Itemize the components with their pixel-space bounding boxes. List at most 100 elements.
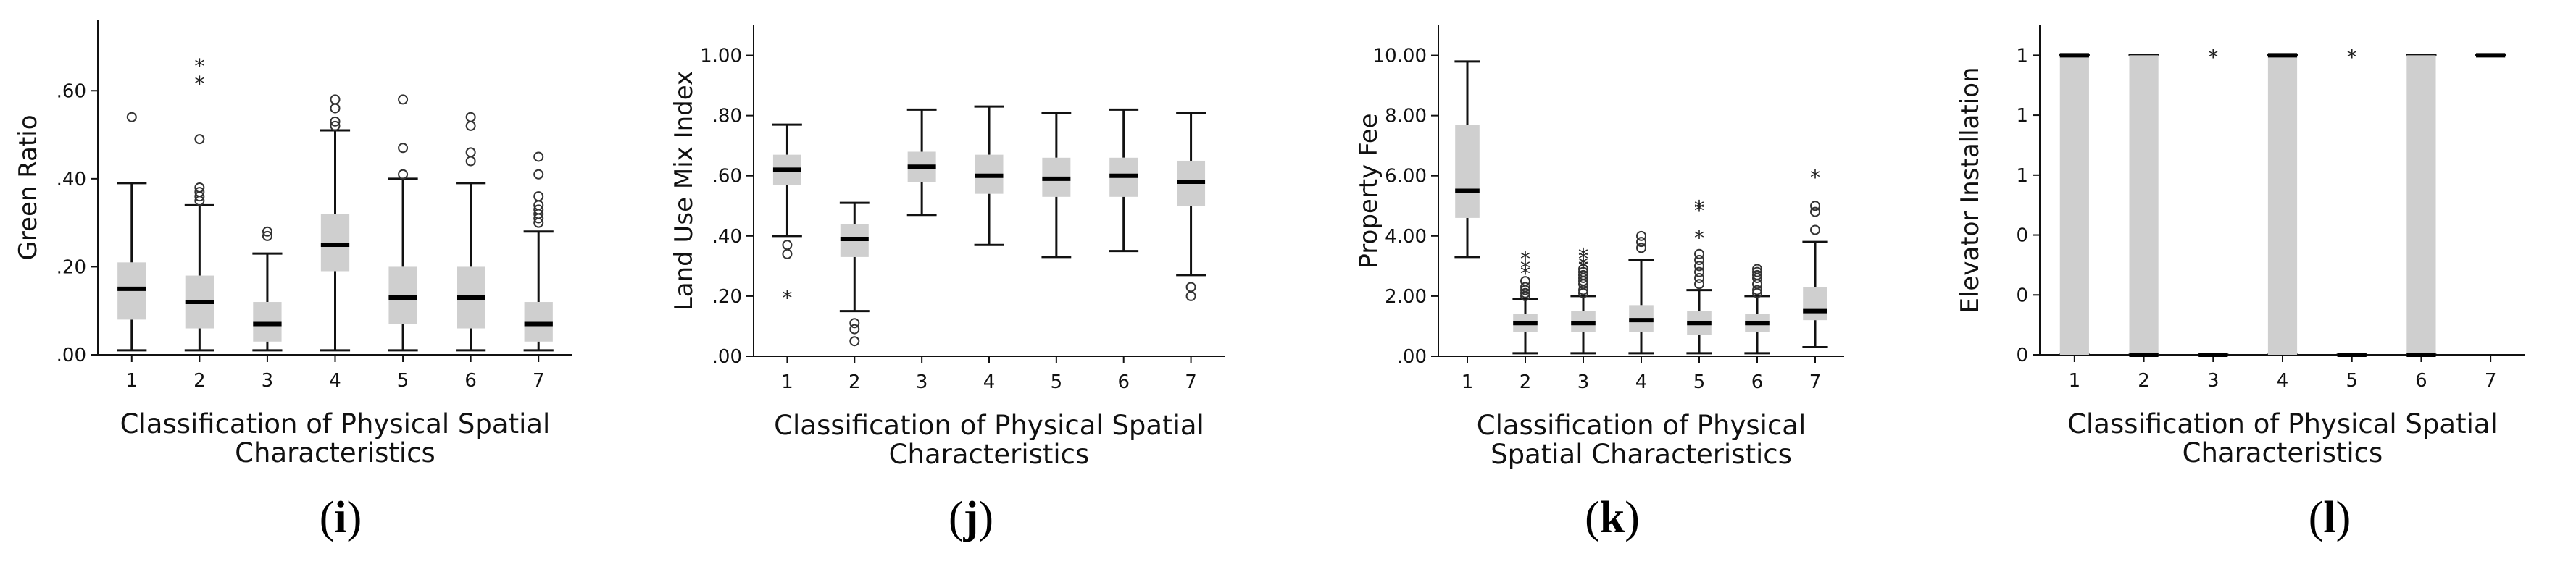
outlier-circle — [1752, 266, 1762, 277]
outlier-star: * — [194, 54, 204, 78]
outlier-circle — [849, 318, 860, 329]
outlier-circle — [262, 226, 272, 237]
outlier-circle — [533, 191, 544, 202]
outlier-circle — [1185, 290, 1196, 301]
y-tick-label: 10.00 — [1373, 46, 1427, 67]
outlier-circle — [465, 147, 476, 158]
outlier-circle — [330, 116, 341, 127]
box-iqr — [2267, 55, 2298, 355]
box-iqr — [2129, 55, 2159, 355]
outlier-circle — [1810, 224, 1820, 235]
outlier-circle — [194, 134, 205, 145]
outlier-circle — [262, 230, 272, 241]
outlier-circle — [1694, 272, 1704, 283]
y-axis-title: Elevator Installation — [1956, 67, 1985, 313]
x-tick-label: 3 — [2207, 370, 2219, 392]
x-tick-label: 5 — [2346, 370, 2358, 392]
box-iqr — [117, 262, 146, 320]
outlier-star: * — [1694, 226, 1704, 250]
panel-label-i-text: i — [334, 493, 347, 542]
outlier-circle — [1185, 282, 1196, 293]
box-iqr — [2059, 55, 2089, 355]
x-tick-label: 3 — [1577, 371, 1590, 393]
x-tick-label: 5 — [1051, 371, 1063, 393]
y-tick-label: 2.00 — [1385, 286, 1427, 308]
box-iqr — [524, 302, 553, 342]
outlier-star: * — [1810, 166, 1820, 190]
outlier-circle — [398, 169, 409, 180]
outlier-circle — [330, 120, 341, 131]
y-tick-label: 1 — [2016, 165, 2028, 187]
outlier-circle — [194, 187, 205, 198]
x-tick-label: 7 — [533, 370, 545, 392]
y-tick-label: .00 — [57, 345, 86, 366]
outlier-circle — [1578, 269, 1588, 280]
outlier-circle — [1694, 255, 1704, 266]
y-tick-label: .00 — [1397, 346, 1427, 368]
x-tick-label: 4 — [329, 370, 341, 392]
y-tick-label: 1 — [2016, 105, 2028, 127]
y-tick-label: 1.00 — [700, 46, 742, 67]
outlier-circle — [465, 120, 476, 131]
box-iqr — [2406, 55, 2436, 355]
chart-panel-k: .00 2.00 4.00 6.00 8.00 10.00 Property Fee 1 2 * *… — [1333, 0, 1977, 580]
chart-i-svg: .00 .20 .40 .60 Green Ratio 1 2 ** 3 4 5 6 7 Classifi… — [14, 20, 572, 468]
x-axis-title-line: Classification of Physical — [1477, 410, 1806, 441]
outlier-circle — [533, 204, 544, 215]
panel-label-j: (j) — [949, 493, 993, 542]
x-tick-label: 4 — [2277, 370, 2289, 392]
x-tick-label: 4 — [983, 371, 996, 393]
outlier-star: * — [1578, 247, 1588, 271]
y-axis-title: Property Fee — [1354, 113, 1383, 268]
y-tick-label: 0 — [2016, 225, 2028, 247]
box-iqr — [1455, 125, 1480, 218]
box-iqr — [320, 214, 350, 272]
outlier-circle — [1694, 279, 1704, 290]
outlier-circle — [330, 94, 341, 105]
y-axis-title: Land Use Mix Index — [670, 71, 699, 311]
outlier-circle — [126, 112, 137, 122]
x-axis-title-line: Classification of Physical Spatial — [2067, 408, 2498, 440]
y-tick-label: 4.00 — [1385, 226, 1427, 248]
y-tick-label: .80 — [712, 106, 742, 127]
outlier-circle — [1752, 264, 1762, 274]
x-axis-title-line: Classification of Physical Spatial — [120, 408, 551, 440]
x-tick-label: 4 — [1635, 371, 1648, 393]
outlier-star: * — [1578, 256, 1588, 280]
outlier-circle — [398, 143, 409, 154]
x-axis-title-line: Characteristics — [235, 437, 435, 468]
panel-label-l-text: l — [2323, 493, 2336, 542]
x-tick-label: 2 — [849, 371, 861, 393]
outlier-circle — [1520, 276, 1530, 287]
outlier-star: * — [782, 286, 792, 310]
x-tick-label: 3 — [262, 370, 274, 392]
x-tick-label: 1 — [126, 370, 138, 392]
x-tick-label: 7 — [2485, 370, 2497, 392]
x-tick-label: 2 — [2138, 370, 2150, 392]
box-iqr — [1803, 287, 1827, 321]
chart-panel-i: .00 .20 .40 .60 Green Ratio 1 2 * * 3 4 5 6 7 Classifi… — [0, 0, 643, 580]
x-tick-label: 6 — [464, 370, 477, 392]
x-tick-label: 5 — [1693, 371, 1706, 393]
panel-label-l: (l) — [2308, 493, 2351, 542]
chart-l-svg: 0 0 0 1 1 1 Elevator Installation 1 2 3 * 4 5 * 6 7 Clas… — [1956, 25, 2525, 468]
x-tick-label: 6 — [2415, 370, 2427, 392]
x-axis-title-line: Characteristics — [2183, 437, 2383, 468]
x-tick-label: 6 — [1117, 371, 1130, 393]
x-tick-label: 7 — [1185, 371, 1197, 393]
box-iqr — [253, 302, 282, 342]
outlier-star: * — [1520, 247, 1530, 271]
x-tick-label: 5 — [397, 370, 409, 392]
chart-panel-l: 0 0 0 1 1 1 Elevator Installation 1 2 3 * 4 5 * 6 7 Clas… — [1953, 0, 2576, 580]
outlier-circle — [398, 94, 409, 105]
outlier-star: * — [194, 72, 204, 96]
outlier-circle — [1520, 287, 1530, 298]
outlier-circle — [1520, 282, 1530, 293]
outlier-circle — [1636, 243, 1646, 253]
x-tick-label: 1 — [1462, 371, 1474, 393]
outlier-circle — [465, 112, 476, 122]
y-tick-label: .60 — [712, 166, 742, 188]
outlier-circle — [194, 182, 205, 193]
